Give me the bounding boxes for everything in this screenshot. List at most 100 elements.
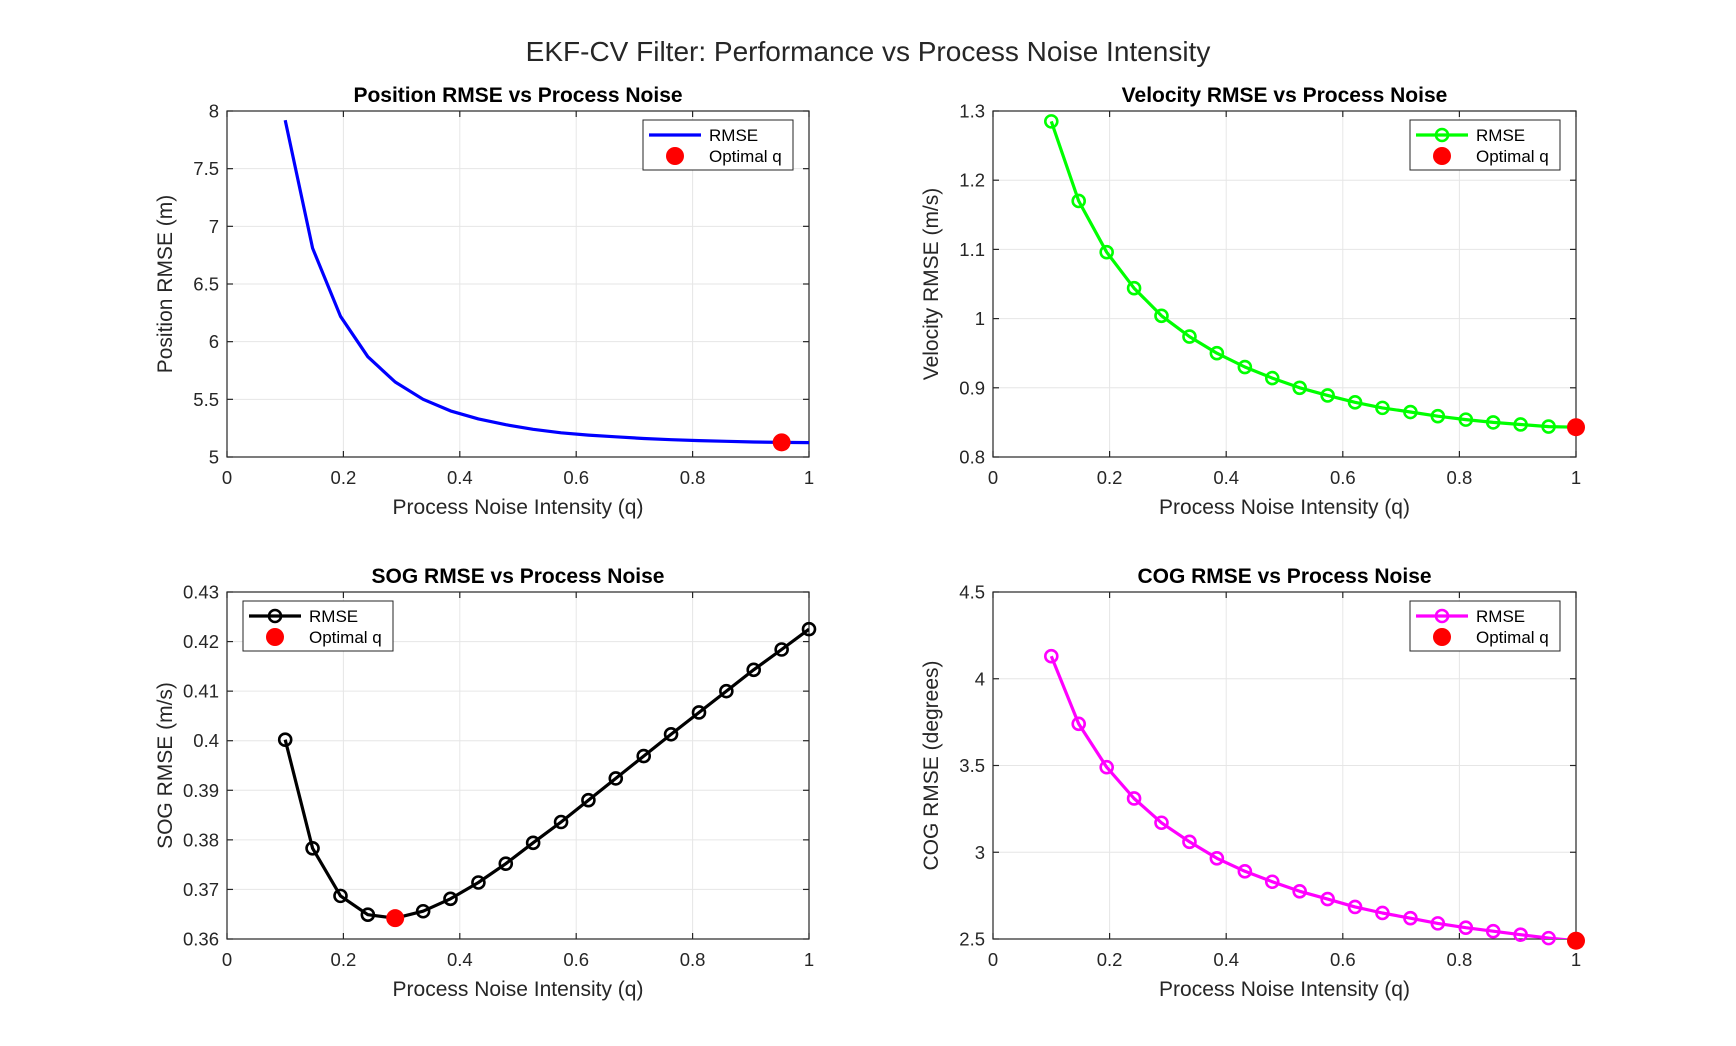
rmse-data-point — [1541, 930, 1556, 946]
rmse-data-point — [1044, 114, 1059, 129]
x-tick-label: 0 — [222, 467, 232, 488]
rmse-data-point — [1403, 910, 1418, 926]
y-tick-label: 0.4 — [193, 730, 219, 751]
rmse-data-point — [1264, 874, 1280, 890]
plot-title: Velocity RMSE vs Process Noise — [1122, 84, 1448, 107]
x-tick-label: 0.8 — [680, 467, 706, 488]
x-tick-label: 0.4 — [447, 467, 473, 488]
optimal-q-marker — [386, 909, 405, 928]
x-axis-label: Process Noise Intensity (q) — [1159, 978, 1410, 1001]
rmse-data-point — [581, 792, 596, 808]
rmse-data-point — [1182, 834, 1197, 850]
rmse-data-point — [1347, 395, 1363, 410]
optimal-q-marker — [1567, 931, 1585, 950]
legend-optimal-marker — [1433, 147, 1451, 165]
y-tick-label: 0.42 — [183, 631, 219, 652]
rmse-data-point — [1513, 927, 1528, 942]
rmse-data-point — [1154, 815, 1169, 831]
x-tick-label: 0.8 — [1447, 467, 1473, 488]
rmse-data-point — [333, 888, 348, 904]
plot-title: SOG RMSE vs Process Noise — [372, 565, 665, 588]
y-tick-label: 0.36 — [183, 929, 219, 950]
rmse-data-point — [1126, 791, 1142, 806]
x-tick-label: 0.4 — [447, 949, 473, 970]
rmse-data-point — [1375, 905, 1390, 921]
y-tick-label: 0.9 — [959, 377, 985, 398]
rmse-data-point — [1264, 370, 1280, 386]
rmse-data-point — [774, 642, 789, 657]
rmse-data-point — [1099, 244, 1114, 260]
x-tick-label: 0.2 — [331, 467, 357, 488]
rmse-data-point — [415, 903, 431, 919]
rmse-data-point — [471, 875, 486, 890]
x-tick-label: 0 — [988, 467, 998, 488]
x-tick-label: 0.6 — [563, 949, 589, 970]
rmse-data-point — [1237, 864, 1253, 879]
y-tick-label: 0.39 — [183, 780, 219, 801]
legend-optimal-label: Optimal q — [709, 147, 782, 166]
y-tick-label: 3 — [975, 842, 985, 863]
y-axis-label: COG RMSE (degrees) — [920, 660, 943, 870]
x-tick-label: 0.4 — [1213, 949, 1239, 970]
y-tick-label: 3.5 — [959, 755, 985, 776]
x-axis-label: Process Noise Intensity (q) — [393, 496, 644, 519]
rmse-data-point — [1044, 648, 1059, 664]
rmse-data-point — [1347, 899, 1363, 915]
y-tick-label: 5.5 — [193, 389, 219, 410]
legend: RMSE Optimal q — [642, 119, 794, 171]
y-tick-label: 1.1 — [959, 239, 985, 260]
x-axis-label: Process Noise Intensity (q) — [393, 978, 644, 1001]
legend-box — [1409, 119, 1561, 171]
x-tick-label: 0 — [222, 949, 232, 970]
x-tick-label: 1 — [1571, 949, 1581, 970]
rmse-data-point — [443, 891, 458, 907]
legend-rmse-marker — [1434, 127, 1450, 143]
rmse-data-point — [1541, 419, 1556, 434]
legend-rmse-marker — [1434, 608, 1450, 624]
y-tick-label: 4.5 — [959, 582, 985, 603]
legend-optimal-marker — [1433, 628, 1451, 646]
legend-box — [642, 119, 794, 171]
legend-optimal-label: Optimal q — [309, 628, 382, 647]
rmse-data-point — [1430, 916, 1446, 931]
y-tick-label: 7.5 — [193, 158, 219, 179]
rmse-data-point — [1182, 329, 1197, 344]
y-axis-label: SOG RMSE (m/s) — [154, 682, 177, 849]
y-tick-label: 1.3 — [959, 101, 985, 122]
x-tick-label: 1 — [804, 467, 814, 488]
legend-rmse-label: RMSE — [309, 607, 358, 626]
rmse-data-point — [1154, 308, 1169, 324]
rmse-data-point — [801, 621, 817, 637]
x-tick-label: 0.6 — [1330, 949, 1356, 970]
rmse-data-point — [1292, 883, 1307, 899]
legend: RMSE Optimal q — [1409, 600, 1561, 652]
x-tick-label: 0.2 — [1097, 467, 1123, 488]
rmse-data-point — [691, 705, 707, 720]
x-tick-label: 0.2 — [331, 949, 357, 970]
rmse-data-point — [525, 835, 541, 851]
rmse-data-point — [1485, 415, 1501, 430]
y-tick-label: 0.37 — [183, 879, 219, 900]
y-tick-label: 1 — [975, 308, 985, 329]
y-tick-label: 0.43 — [183, 582, 219, 603]
rmse-data-point — [663, 726, 679, 742]
rmse-data-point — [1099, 759, 1114, 775]
legend-box — [1409, 600, 1561, 652]
plot-title: Position RMSE vs Process Noise — [353, 84, 682, 107]
legend-optimal-marker — [666, 147, 684, 165]
legend: RMSE Optimal q — [242, 600, 394, 652]
rmse-data-point — [1458, 412, 1474, 427]
y-tick-label: 0.38 — [183, 829, 219, 850]
rmse-data-point — [1292, 380, 1307, 396]
legend-optimal-label: Optimal q — [1476, 147, 1549, 166]
legend-optimal-label: Optimal q — [1476, 628, 1549, 647]
x-tick-label: 0.8 — [680, 949, 706, 970]
x-tick-label: 0.6 — [563, 467, 589, 488]
rmse-data-point — [553, 814, 569, 830]
legend-optimal-marker — [266, 628, 284, 646]
rmse-data-point — [305, 840, 320, 856]
y-tick-label: 0.8 — [959, 447, 985, 468]
axes-box — [992, 110, 1577, 458]
rmse-data-point — [1071, 193, 1087, 209]
